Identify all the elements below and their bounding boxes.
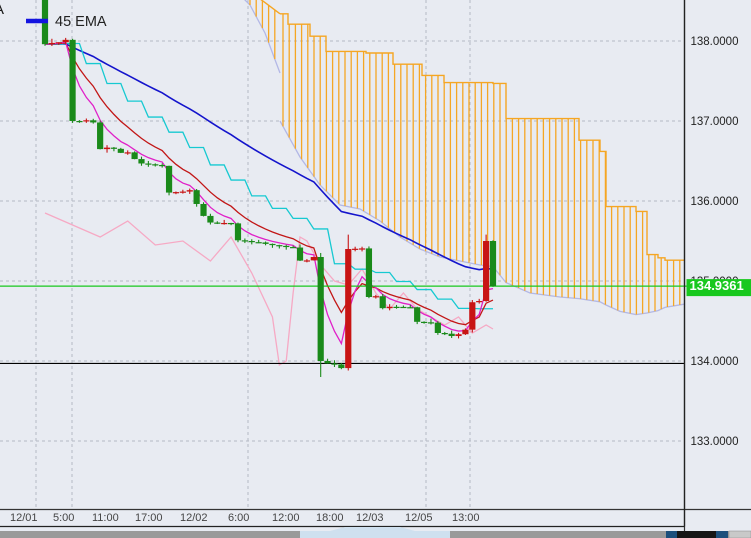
svg-text:133.0000: 133.0000	[691, 436, 739, 448]
svg-text:136.0000: 136.0000	[691, 196, 739, 208]
svg-text:13:00: 13:00	[452, 512, 480, 524]
svg-text:12/01: 12/01	[10, 512, 38, 524]
svg-text:5:00: 5:00	[53, 512, 74, 524]
svg-text:138.0000: 138.0000	[691, 36, 739, 48]
svg-text:17:00: 17:00	[135, 512, 163, 524]
svg-text:134.9361: 134.9361	[690, 278, 744, 293]
svg-text:137.0000: 137.0000	[691, 116, 739, 128]
svg-text:12/05: 12/05	[405, 512, 433, 524]
svg-text:12/03: 12/03	[356, 512, 384, 524]
svg-text:6:00: 6:00	[228, 512, 249, 524]
svg-text:12:00: 12:00	[272, 512, 300, 524]
svg-text:45 EMA: 45 EMA	[55, 14, 107, 30]
svg-text:134.0000: 134.0000	[691, 356, 739, 368]
svg-text:18:00: 18:00	[316, 512, 344, 524]
svg-text:12/02: 12/02	[180, 512, 208, 524]
svg-text:11:00: 11:00	[92, 512, 119, 524]
svg-text:A: A	[0, 1, 4, 18]
